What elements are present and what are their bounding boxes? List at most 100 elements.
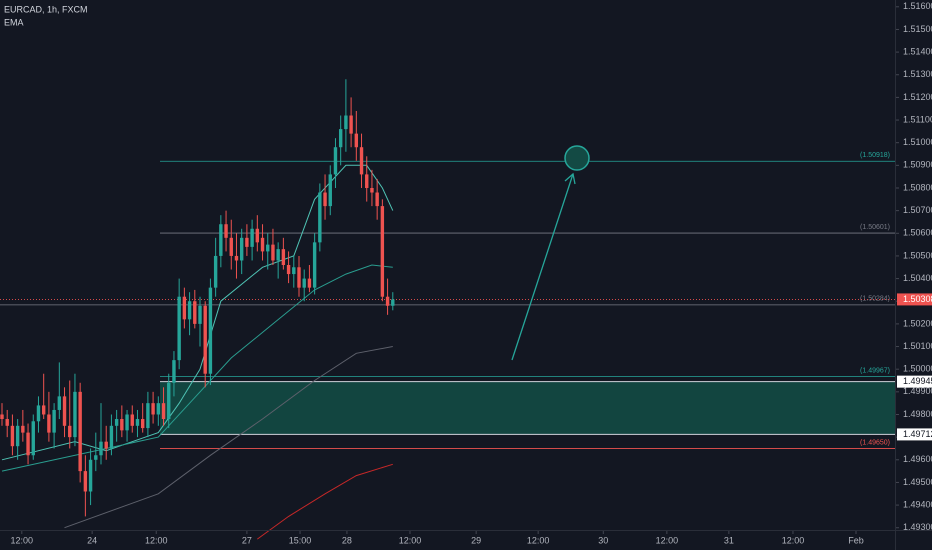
- x-tick-label: 29: [471, 535, 481, 545]
- candle-body: [297, 267, 301, 288]
- candle-body: [234, 255, 239, 261]
- y-tick-label: 1.50200: [903, 318, 932, 328]
- candle-body: [245, 237, 249, 247]
- candle-body: [120, 419, 124, 431]
- candle-body: [182, 296, 187, 320]
- candle-body: [380, 206, 385, 297]
- candle-body: [125, 414, 129, 431]
- x-tick-label: 12:00: [145, 535, 168, 545]
- zone-price-label: 1.49712: [903, 429, 932, 439]
- level-label: (1.50918): [860, 152, 890, 159]
- x-tick-label: 24: [87, 535, 97, 545]
- candle-body: [198, 305, 202, 324]
- candle-body: [365, 174, 369, 188]
- arrow-head: [564, 172, 576, 185]
- candle-body: [73, 391, 77, 438]
- candle-body: [286, 265, 291, 275]
- level-label: (1.49967): [860, 368, 890, 375]
- candle-body: [307, 278, 312, 288]
- candle-body: [0, 414, 4, 420]
- y-tick-label: 1.50600: [903, 228, 932, 238]
- lines-layer: (1.50918) (1.50601) (1.50284) (1.49967) (1.4…: [0, 152, 895, 540]
- candle-body: [130, 414, 134, 426]
- candle-body: [78, 391, 82, 472]
- candle-body: [114, 419, 119, 426]
- indicator-name: EMA: [4, 17, 24, 27]
- candle-body: [239, 237, 244, 261]
- candle-body: [208, 287, 213, 374]
- x-tick-label: 27: [242, 535, 252, 545]
- candle-body: [140, 419, 145, 429]
- candle-body: [328, 174, 332, 207]
- candle-body: [68, 425, 72, 438]
- candle-body: [99, 441, 103, 456]
- y-tick-label: 1.51000: [903, 137, 932, 147]
- candle-body: [47, 414, 51, 433]
- candle-body: [370, 187, 374, 193]
- y-tick-label: 1.49300: [903, 522, 932, 532]
- zone-price-label: 1.49945: [903, 376, 932, 386]
- candle-body: [250, 228, 254, 247]
- candle-body: [375, 192, 379, 207]
- candle-body: [271, 244, 275, 261]
- y-tick-label: 1.51400: [903, 46, 932, 56]
- candle-body: [266, 244, 270, 252]
- x-tick-label: Feb: [848, 535, 864, 545]
- candle-body: [57, 396, 62, 410]
- y-tick-label: 1.50700: [903, 205, 932, 215]
- candle-body: [260, 237, 265, 252]
- candle-body: [203, 305, 207, 374]
- level-label: (1.50601): [860, 224, 890, 231]
- candle-body: [344, 115, 348, 130]
- candle-body: [187, 301, 192, 320]
- x-tick-label: 15:00: [289, 535, 312, 545]
- candle-body: [219, 224, 223, 256]
- candle-body: [109, 425, 114, 449]
- projection-arrow: [511, 173, 574, 361]
- level-label: (1.50284): [860, 296, 890, 303]
- candle-body: [276, 249, 280, 261]
- x-tick-label: 12:00: [782, 535, 805, 545]
- candle-body: [5, 419, 9, 426]
- zone-price-box: [897, 375, 932, 388]
- x-tick-label: 28: [342, 535, 352, 545]
- candle-body: [193, 301, 197, 324]
- last-price-box: [897, 293, 932, 306]
- candle-body: [229, 237, 233, 256]
- last-price-label: 1.50308: [903, 294, 932, 304]
- candle-body: [281, 249, 286, 265]
- x-tick-label: 30: [598, 535, 608, 545]
- candle-body: [26, 432, 30, 456]
- ema-line: [1, 264, 393, 472]
- candle-body: [213, 255, 218, 288]
- y-tick-label: 1.51100: [903, 114, 932, 124]
- candle-body: [318, 192, 322, 243]
- candle-body: [151, 403, 155, 415]
- y-tick-label: 1.50800: [903, 182, 932, 192]
- target-circle: [564, 145, 590, 171]
- candle-body: [36, 405, 41, 422]
- candle-body: [146, 403, 150, 429]
- candle-body: [349, 115, 353, 134]
- candle-body: [312, 242, 317, 288]
- candles-layer: [0, 79, 395, 517]
- candle-body: [359, 147, 364, 175]
- zone-price-box: [897, 428, 932, 441]
- candle-body: [385, 296, 390, 306]
- y-tick-label: 1.50500: [903, 250, 932, 260]
- candle-body: [172, 360, 176, 383]
- y-tick-label: 1.50900: [903, 160, 932, 170]
- candle-body: [323, 192, 327, 207]
- y-tick-label: 1.49800: [903, 409, 932, 419]
- candle-body: [354, 133, 359, 148]
- candle-body: [302, 278, 306, 288]
- candle-body: [333, 147, 338, 175]
- y-tick-label: 1.50000: [903, 364, 932, 374]
- x-tick-label: 31: [724, 535, 734, 545]
- y-tick-label: 1.49600: [903, 454, 932, 464]
- candle-body: [224, 224, 228, 238]
- x-tick-label: 12:00: [656, 535, 679, 545]
- zone-layer: [160, 381, 895, 435]
- y-tick-label: 1.49400: [903, 499, 932, 509]
